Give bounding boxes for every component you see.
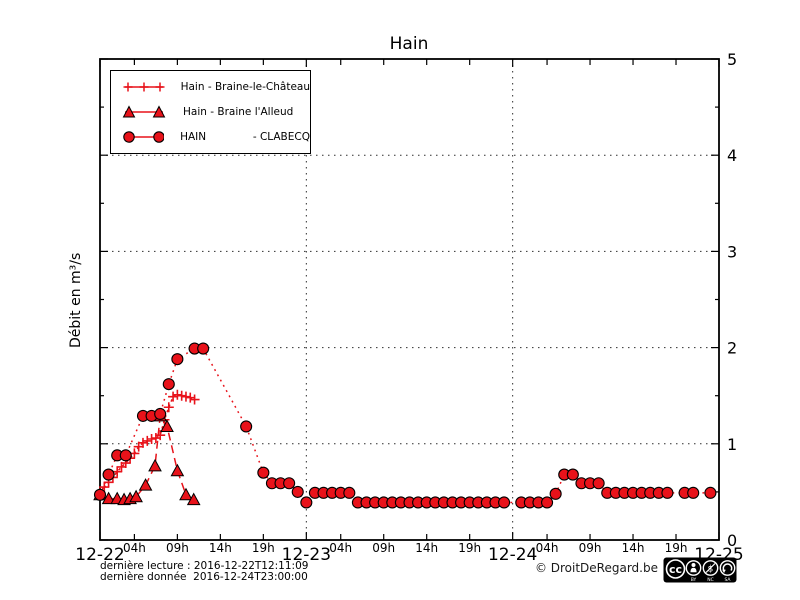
x-hour-label: 14h	[209, 541, 232, 555]
cc-nc-dollar-icon: $ NC	[702, 560, 719, 583]
x-hour-label: 09h	[372, 541, 395, 555]
y-tick-label: 2	[727, 339, 737, 358]
x-hour-label: 09h	[166, 541, 189, 555]
x-hour-label: 04h	[329, 541, 352, 555]
x-hour-label: 04h	[123, 541, 146, 555]
legend-entry-braine-le-chateau: Hain - Braine-le-Château	[121, 80, 310, 94]
x-hour-label: 09h	[579, 541, 602, 555]
x-hour-label: 19h	[665, 541, 688, 555]
svg-text:NC: NC	[707, 577, 714, 583]
legend-entry-braine-l-alleud: Hain - Braine l'Alleud	[121, 105, 310, 119]
y-tick-label: 0	[727, 531, 737, 550]
x-hour-label: 19h	[252, 541, 275, 555]
legend-entry-clabecq: HAIN - CLABECQ	[121, 130, 310, 144]
copyright-text: © DroitDeRegard.be	[534, 561, 658, 575]
last-reading-timestamp: dernière lecture : 2016-12-22T12:11:09	[100, 560, 309, 572]
legend-label-clabecq: HAIN - CLABECQ	[180, 130, 310, 143]
x-hour-label: 14h	[415, 541, 438, 555]
x-day-label: 12-24	[488, 545, 537, 565]
y-tick-label: 3	[727, 242, 737, 261]
svg-text:SA: SA	[724, 577, 731, 583]
y-tick-label: 5	[727, 50, 737, 69]
series-clabecq	[93, 342, 717, 509]
legend-label-braine-le-chateau: Hain - Braine-le-Château	[180, 81, 310, 94]
cc-sa-arrow-icon: SA	[719, 560, 736, 583]
creative-commons-badge: cc BY $ NC SA	[663, 557, 737, 583]
last-data-timestamp: dernière donnée 2016-12-24T23:00:00	[100, 571, 308, 583]
x-day-label: 12-23	[282, 545, 331, 565]
x-hour-label: 19h	[458, 541, 481, 555]
plus-marker-line-icon	[123, 82, 165, 92]
series-braine-l-alleud	[93, 408, 201, 506]
y-axis-title: Débit en m³/s	[68, 252, 84, 348]
y-tick-label: 1	[727, 435, 737, 454]
cc-icon: cc	[665, 559, 686, 579]
svg-text:$: $	[708, 565, 714, 575]
cc-by-person-icon: BY	[685, 560, 702, 583]
chart-title: Hain	[389, 34, 429, 54]
circle-marker-line-icon	[123, 130, 165, 143]
legend-label-braine-l-alleud: Hain - Braine l'Alleud	[183, 105, 294, 118]
svg-text:BY: BY	[691, 577, 697, 583]
y-tick-label: 4	[727, 146, 737, 165]
legend: Hain - Braine-le-Château Hain - Braine l…	[110, 70, 311, 154]
triangle-marker-line-icon	[122, 105, 166, 118]
svg-text:cc: cc	[669, 563, 682, 576]
x-hour-label: 04h	[536, 541, 559, 555]
x-hour-label: 14h	[622, 541, 645, 555]
x-day-label: 12-22	[75, 545, 124, 565]
